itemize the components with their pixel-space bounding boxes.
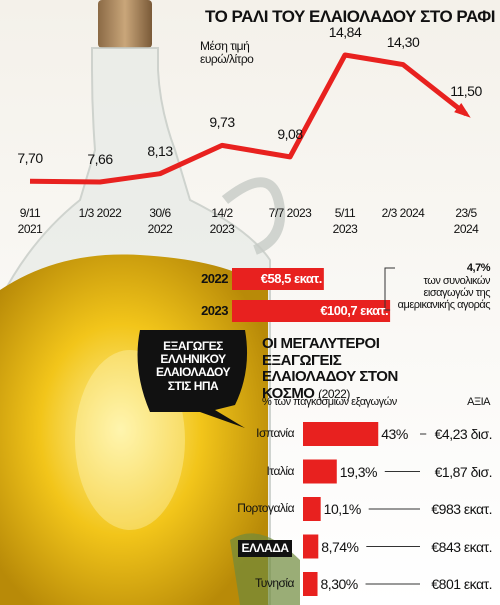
- value-label: 8,13: [147, 142, 173, 159]
- x-tick-label: 5/11 2023: [332, 206, 358, 236]
- badge-shape: [137, 330, 248, 428]
- x-tick-label: 2/3 2024: [381, 206, 425, 220]
- country-label: Ισπανία: [256, 426, 294, 440]
- bar: [303, 534, 319, 559]
- value-label: 8,30%: [320, 576, 359, 592]
- bar: [303, 572, 318, 596]
- value-label: 10,1%: [323, 501, 362, 517]
- x-tick-label: 23/5 2024: [453, 206, 479, 236]
- value-label: €100,7 εκατ.: [320, 303, 389, 318]
- value-label: 11,50: [450, 83, 482, 100]
- price-line: [29, 52, 468, 185]
- value-label: 9,08: [277, 125, 303, 142]
- value-label: €58,5 εκατ.: [260, 271, 323, 286]
- x-tick-label: 14/2 2023: [209, 206, 235, 236]
- title: ΤΟ ΡΑΛΙ ΤΟΥ ΕΛΑΙΟΛΑΔΟΥ ΣΤΟ ΡΑΦΙ: [205, 7, 496, 26]
- x-tick-label: 30/6 2022: [147, 206, 173, 236]
- annotation-text: των συνολικών εισαγωγών της αμερικανικής…: [397, 275, 491, 312]
- arrowhead: [454, 103, 471, 118]
- amount: €1,87 δισ.: [434, 463, 493, 480]
- amount-label: ΑΞΙΑ: [467, 396, 490, 408]
- x-tick-label: 9/11 2021: [17, 206, 43, 236]
- country-label: ΕΛΛΑΔΑ: [238, 539, 292, 557]
- value-label: 14,30: [386, 33, 420, 50]
- country-label: Τυνησία: [254, 576, 295, 590]
- annotation: 4,7%: [466, 262, 491, 274]
- value-label: 9,73: [209, 114, 235, 131]
- world-title-text: ΟΙ ΜΕΓΑΛΥΤΕΡΟΙ ΕΞΑΓΩΓΕΙΣ ΕΛΑΙΟΛΑΔΟΥ ΣΤΟΝ…: [262, 335, 398, 402]
- bar: [232, 268, 324, 290]
- amount: €983 εκατ.: [431, 501, 492, 517]
- world-title-note: (2022): [318, 386, 350, 401]
- value-label: 19,3%: [339, 463, 378, 480]
- amount: €4,23 δισ.: [434, 426, 493, 442]
- bar: [303, 497, 321, 521]
- x-tick-label: 1/3 2022: [78, 206, 122, 220]
- amount: €843 εκατ.: [431, 538, 492, 555]
- bar: [303, 422, 379, 446]
- year-label: 2023: [201, 303, 228, 318]
- badge-title: ΕΞΑΓΩΓΕΣ ΕΛΛΗΝΙΚΟΥ ΕΛΑΙΟΛΑΔΟΥ ΣΤΙΣ ΗΠΑ: [156, 339, 231, 393]
- x-tick-label: 7/7 2023: [268, 206, 312, 220]
- bar: [303, 459, 337, 484]
- amount: €801 εκατ.: [431, 576, 492, 592]
- year-label: 2022: [201, 271, 228, 286]
- value-label: 43%: [381, 426, 408, 442]
- value-label: 7,70: [17, 150, 43, 167]
- bar: [232, 300, 391, 322]
- value-label: 7,66: [87, 151, 113, 167]
- cork: [98, 0, 152, 48]
- connector: [384, 267, 395, 311]
- country-label: Πορτογαλία: [237, 501, 294, 515]
- subtitle: Μέση τιμή ευρώ/λίτρο: [200, 39, 254, 67]
- world-title: ΟΙ ΜΕΓΑΛΥΤΕΡΟΙ ΕΞΑΓΩΓΕΙΣ ΕΛΑΙΟΛΑΔΟΥ ΣΤΟΝ…: [262, 335, 437, 402]
- value-axis-label: % των παγκόσμιων εξαγωγών: [262, 396, 397, 408]
- country-label: Ιταλία: [266, 463, 295, 478]
- value-label: 14,84: [328, 24, 362, 40]
- bottle-handle: [221, 177, 286, 255]
- value-label: 8,74%: [321, 538, 359, 555]
